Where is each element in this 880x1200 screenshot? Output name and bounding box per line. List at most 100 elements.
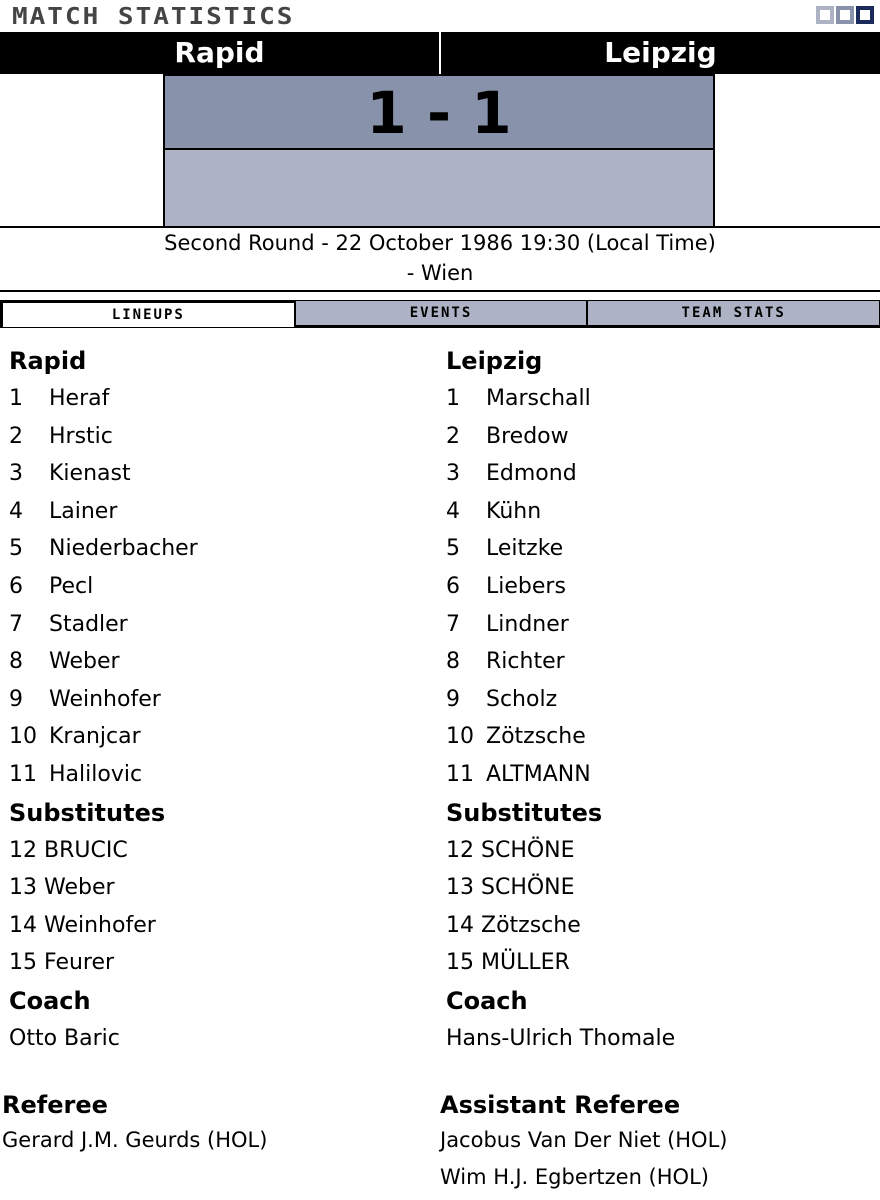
player-number: 14 xyxy=(9,912,37,938)
substitute-row: 14 Weinhofer xyxy=(9,907,429,945)
player-name: Kranjcar xyxy=(49,724,141,750)
referee-name: Gerard J.M. Geurds (HOL) xyxy=(2,1128,268,1152)
player-name: SCHÖNE xyxy=(481,875,575,901)
substitute-row: 15 MÜLLER xyxy=(446,944,866,982)
player-name: Weber xyxy=(44,875,115,901)
substitute-row: 14 Zötzsche xyxy=(446,907,866,945)
tab-team-stats[interactable]: TEAM STATS xyxy=(586,301,880,327)
player-name: Niederbacher xyxy=(49,536,198,562)
player-row: 2 Hrstic xyxy=(9,418,429,456)
player-name: Weinhofer xyxy=(49,686,161,712)
player-name: Hrstic xyxy=(49,423,113,449)
player-name: Zötzsche xyxy=(481,912,581,938)
player-name: Lainer xyxy=(49,498,118,524)
player-number: 8 xyxy=(446,649,460,675)
page-title: MATCH STATISTICS xyxy=(12,3,295,31)
tab-bar: LINEUPS EVENTS TEAM STATS xyxy=(0,300,880,328)
player-number: 12 xyxy=(9,837,37,863)
player-row: 11 ALTMANN xyxy=(446,756,866,794)
player-name: Feurer xyxy=(44,950,115,976)
teams-header: Rapid Leipzig xyxy=(0,32,880,74)
home-lineup: Rapid 1 Heraf 2 Hrstic 3 Kienast 4 Lainer 5 Nieder… xyxy=(9,342,429,1058)
home-team-name: Rapid xyxy=(0,32,441,74)
player-row: 9 Weinhofer xyxy=(9,681,429,719)
player-name: Bredow xyxy=(486,423,569,449)
player-number: 10 xyxy=(9,724,37,750)
player-number: 1 xyxy=(446,386,460,411)
match-info: Second Round - 22 October 1986 19:30 (Lo… xyxy=(0,226,880,292)
player-number: 13 xyxy=(446,875,474,901)
team-heading: Leipzig xyxy=(446,347,543,375)
tab-lineups[interactable]: LINEUPS xyxy=(1,301,294,327)
player-number: 1 xyxy=(9,386,23,411)
match-info-line2: - Wien xyxy=(406,261,474,285)
player-row: 10 Zötzsche xyxy=(446,718,866,756)
player-number: 3 xyxy=(446,461,460,487)
player-row: 4 Kühn xyxy=(446,493,866,531)
player-number: 11 xyxy=(9,761,37,787)
score: 1 - 1 xyxy=(163,74,715,150)
player-row: 8 Weber xyxy=(9,643,429,681)
referee-label: Referee xyxy=(2,1091,108,1119)
window-button-3-icon[interactable] xyxy=(856,6,874,24)
team-heading: Rapid xyxy=(9,347,87,375)
player-row: 6 Liebers xyxy=(446,568,866,606)
assistant-referee-label: Assistant Referee xyxy=(440,1091,681,1119)
player-row: 2 Bredow xyxy=(446,418,866,456)
window-button-1-icon[interactable] xyxy=(816,6,834,24)
player-number: 5 xyxy=(9,536,23,562)
player-number: 7 xyxy=(9,611,23,637)
player-row: 8 Richter xyxy=(446,643,866,681)
player-row: 7 Lindner xyxy=(446,606,866,644)
window-buttons xyxy=(816,6,874,24)
player-name: SCHÖNE xyxy=(481,837,575,863)
player-row: 1 Heraf xyxy=(9,380,429,418)
player-row: 6 Pecl xyxy=(9,568,429,606)
player-row: 11 Halilovic xyxy=(9,756,429,794)
player-name: Marschall xyxy=(486,386,591,411)
player-number: 2 xyxy=(446,423,460,449)
player-number: 6 xyxy=(9,573,23,599)
player-number: 14 xyxy=(446,912,474,938)
coach-name: Hans-Ulrich Thomale xyxy=(446,1025,676,1051)
player-number: 10 xyxy=(446,724,474,750)
player-number: 11 xyxy=(446,761,474,787)
assistant-referee-section: Assistant Referee Jacobus Van Der Niet (… xyxy=(440,1088,727,1196)
coach-heading: Coach xyxy=(446,986,528,1015)
player-name: Kienast xyxy=(49,461,131,487)
score-detail-box xyxy=(163,148,715,228)
player-name: MÜLLER xyxy=(481,950,570,976)
substitute-row: 12 BRUCIC xyxy=(9,832,429,870)
tab-events[interactable]: EVENTS xyxy=(293,301,587,327)
player-name: Scholz xyxy=(486,686,558,712)
player-row: 5 Niederbacher xyxy=(9,530,429,568)
player-number: 4 xyxy=(9,498,23,524)
player-name: Zötzsche xyxy=(486,724,586,750)
player-name: Richter xyxy=(486,649,565,675)
referee-section: Referee Gerard J.M. Geurds (HOL) xyxy=(2,1088,267,1159)
player-name: Halilovic xyxy=(49,761,143,787)
player-name: Kühn xyxy=(486,498,542,524)
substitute-row: 12 SCHÖNE xyxy=(446,832,866,870)
player-name: BRUCIC xyxy=(44,837,128,863)
player-name: Edmond xyxy=(486,461,577,487)
player-name: Leitzke xyxy=(486,536,564,562)
player-number: 2 xyxy=(9,423,23,449)
player-name: Weinhofer xyxy=(44,912,156,938)
player-row: 1 Marschall xyxy=(446,380,866,418)
player-row: 7 Stadler xyxy=(9,606,429,644)
substitute-row: 15 Feurer xyxy=(9,944,429,982)
player-number: 3 xyxy=(9,461,23,487)
player-number: 9 xyxy=(446,686,460,712)
assistant-referee-name: Wim H.J. Egbertzen (HOL) xyxy=(440,1165,709,1189)
player-name: Weber xyxy=(49,649,120,675)
coach-heading: Coach xyxy=(9,986,91,1015)
player-number: 6 xyxy=(446,573,460,599)
player-row: 4 Lainer xyxy=(9,493,429,531)
window-button-2-icon[interactable] xyxy=(836,6,854,24)
player-number: 5 xyxy=(446,536,460,562)
player-number: 15 xyxy=(9,950,37,976)
player-row: 3 Kienast xyxy=(9,455,429,493)
away-team-name: Leipzig xyxy=(604,36,717,69)
player-number: 9 xyxy=(9,686,23,712)
